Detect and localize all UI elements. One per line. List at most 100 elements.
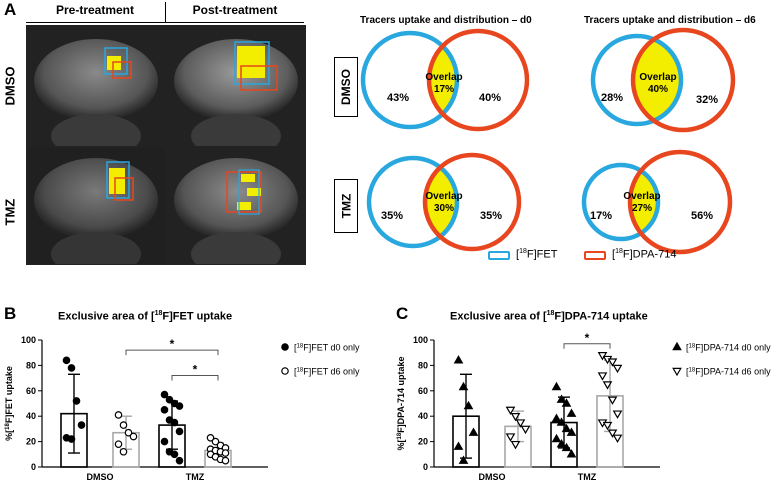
chart-b-y-axis-label-sup: 18 [5, 423, 11, 430]
mri-dmso-post [166, 25, 306, 147]
chart-b-x-tick-label-1: TMZ [186, 472, 205, 482]
venn-legend: [18F]FET [18F]DPA-714 [488, 248, 748, 264]
mri-dmso-post-image [167, 26, 305, 146]
chart-c-y-tick-label-2: 40 [418, 411, 428, 421]
chart-c-point-dmso-s0-5 [458, 455, 469, 464]
venn-dmso-d0-fet-value: 43% [387, 92, 409, 104]
chart-b-legend-label-0-post: F]FET d0 only [303, 343, 360, 353]
venn-dmso-d0-fet-circle [360, 30, 460, 130]
chart-c-title-post: F]DPA-714 uptake [554, 310, 648, 323]
venn-dmso-d0-dpa-value: 40% [479, 92, 501, 104]
chart-c-point-tmz-s0-0 [551, 381, 562, 391]
chart-b-point-tmz-s0-4 [160, 406, 169, 414]
venn-tmz-d0-overlap-label: Overlap [425, 191, 462, 202]
chart-b-legend-label-1-pre: [ [294, 367, 297, 377]
col-header-pre: Pre-treatment [55, 3, 135, 17]
chart-b-y-tick-label-4: 80 [26, 360, 36, 370]
chart-b-point-dmso-s0-5 [67, 435, 76, 443]
mri-dmso-pre [26, 25, 166, 147]
venn-dmso-d6-dpa-value: 32% [696, 94, 718, 106]
chart-c-point-tmz-s1-7 [612, 410, 623, 419]
legend-dpa-post: F]DPA-714 [622, 248, 677, 261]
mri-tmz-post [166, 147, 306, 265]
chart-b-y-axis-label-post: F]FET uptake [4, 366, 14, 423]
venn-row-label-tmz: TMZ [334, 179, 358, 233]
chart-b-point-dmso-s1-3 [129, 432, 138, 441]
chart-c-legend-label-1-post: F]DPA-714 d6 only [695, 367, 771, 377]
chart-c-point-tmz-s1-2 [607, 358, 618, 367]
venn-tmz-d0-fet-value: 35% [381, 210, 403, 222]
chart-c-point-tmz-s1-5 [602, 381, 613, 390]
venn-tmz-d0-dpa-circle [422, 152, 522, 252]
chart-c-point-tmz-s0-9 [556, 438, 567, 448]
legend-fet-swatch [488, 251, 510, 260]
chart-b-y-axis-label: %[18F]FET uptake [4, 366, 14, 441]
chart-c-legend-marker-0 [672, 341, 682, 351]
chart-b-legend-label-1: [18F]FET d6 only [294, 367, 360, 377]
chart-c-title-sup: 18 [546, 310, 555, 317]
chart-c-legend-label-0-sup: 18 [689, 344, 696, 350]
venn-title-d6: Tracers uptake and distribution – d6 [584, 15, 756, 26]
chart-c-point-dmso-s1-5 [510, 440, 521, 450]
chart-c-point-tmz-s0-7 [566, 427, 577, 436]
venn-tmz-d0-dpa-value: 35% [480, 210, 502, 222]
chart-c-legend-label-0-post: F]DPA-714 d0 only [695, 343, 771, 353]
chart-c-legend-label-1-sup: 18 [689, 368, 696, 374]
venn-dmso-d0-overlap-label: Overlap [425, 72, 462, 83]
chart-c-point-dmso-s1-0 [505, 406, 516, 416]
chart-c-legend-label-1-pre: [ [686, 367, 689, 377]
venn-dmso-d6-fet-value: 28% [601, 92, 623, 104]
mri-dmso-pre-image [27, 26, 165, 146]
chart-c-legend-marker-1 [672, 367, 682, 377]
chart-c-point-tmz-s0-6 [561, 423, 572, 433]
chart-b-point-dmso-s1-1 [119, 421, 128, 429]
chart-b-legend-marker-0 [281, 343, 289, 351]
venn-dmso-d0-overlap-value: 17% [434, 84, 454, 95]
chart-c-point-dmso-s0-3 [468, 427, 479, 436]
chart-b-title: Exclusive area of [18F]FET uptake [58, 310, 232, 323]
chart-c-y-axis-label-sup: 18 [397, 432, 403, 439]
venn-tmz-d0: Overlap 30% 35% 35% [366, 152, 522, 252]
chart-b-sig-bracket-0 [125, 349, 219, 356]
chart-b-point-tmz-s1-11 [221, 456, 230, 465]
chart-b-y-axis-label-pre: %[ [4, 430, 14, 441]
chart-c-point-dmso-s1-4 [505, 433, 516, 442]
chart-b-point-dmso-s1-0 [114, 411, 123, 419]
venn-dmso-d6-overlap-label: Overlap [639, 72, 676, 83]
chart-c-point-tmz-s1-11 [612, 434, 623, 443]
chart-b-point-dmso-s0-3 [77, 421, 86, 429]
chart-c-x-tick-label-1: TMZ [578, 472, 597, 482]
chart-c-y-tick-label-0: 0 [423, 462, 428, 472]
venn-dmso-d6: Overlap 40% 28% 32% [590, 27, 736, 133]
chart-c-point-tmz-s1-3 [612, 364, 623, 374]
venn-tmz-d6-dpa-circle [627, 149, 733, 255]
chart-c-y-axis-label-pre: %[ [396, 440, 406, 451]
chart-b-point-tmz-s0-11 [175, 456, 184, 465]
chart-c-point-tmz-s0-3 [566, 408, 577, 417]
chart-c-point-dmso-s0-0 [453, 355, 464, 364]
chart-c-point-dmso-s0-2 [463, 400, 474, 410]
chart-c-point-tmz-s0-10 [561, 442, 572, 452]
chart-c-point-dmso-s1-1 [510, 413, 521, 422]
chart-b-title-pre: Exclusive area of [ [58, 310, 155, 323]
venn-tmz-d6-overlap-value: 27% [632, 203, 652, 214]
chart-c-sig-bracket-0 [563, 343, 611, 349]
legend-dpa-sup: 18 [615, 248, 623, 255]
header-divider [165, 2, 166, 22]
panel-letter-c: C [396, 304, 409, 323]
chart-b-point-tmz-s0-0 [160, 390, 169, 399]
chart-c-point-dmso-s1-3 [520, 425, 531, 435]
chart-c-y-tick-label-1: 20 [418, 437, 428, 447]
chart-c-x-tick-label-0: DMSO [479, 472, 506, 482]
venn-tmz-d6-overlap-label: Overlap [623, 191, 660, 202]
chart-b-y-tick-label-5: 100 [21, 335, 36, 345]
chart-b-point-dmso-s1-4 [114, 440, 123, 448]
chart-b-point-dmso-s0-0 [62, 356, 71, 365]
chart-b-legend-marker-1 [281, 367, 289, 375]
venn-tmz-d6-fet-circle [581, 162, 661, 242]
chart-c-legend-label-0: [18F]DPA-714 d0 only [686, 343, 771, 353]
mri-tmz-post-image [167, 148, 305, 264]
mri-tmz-pre [26, 147, 166, 265]
